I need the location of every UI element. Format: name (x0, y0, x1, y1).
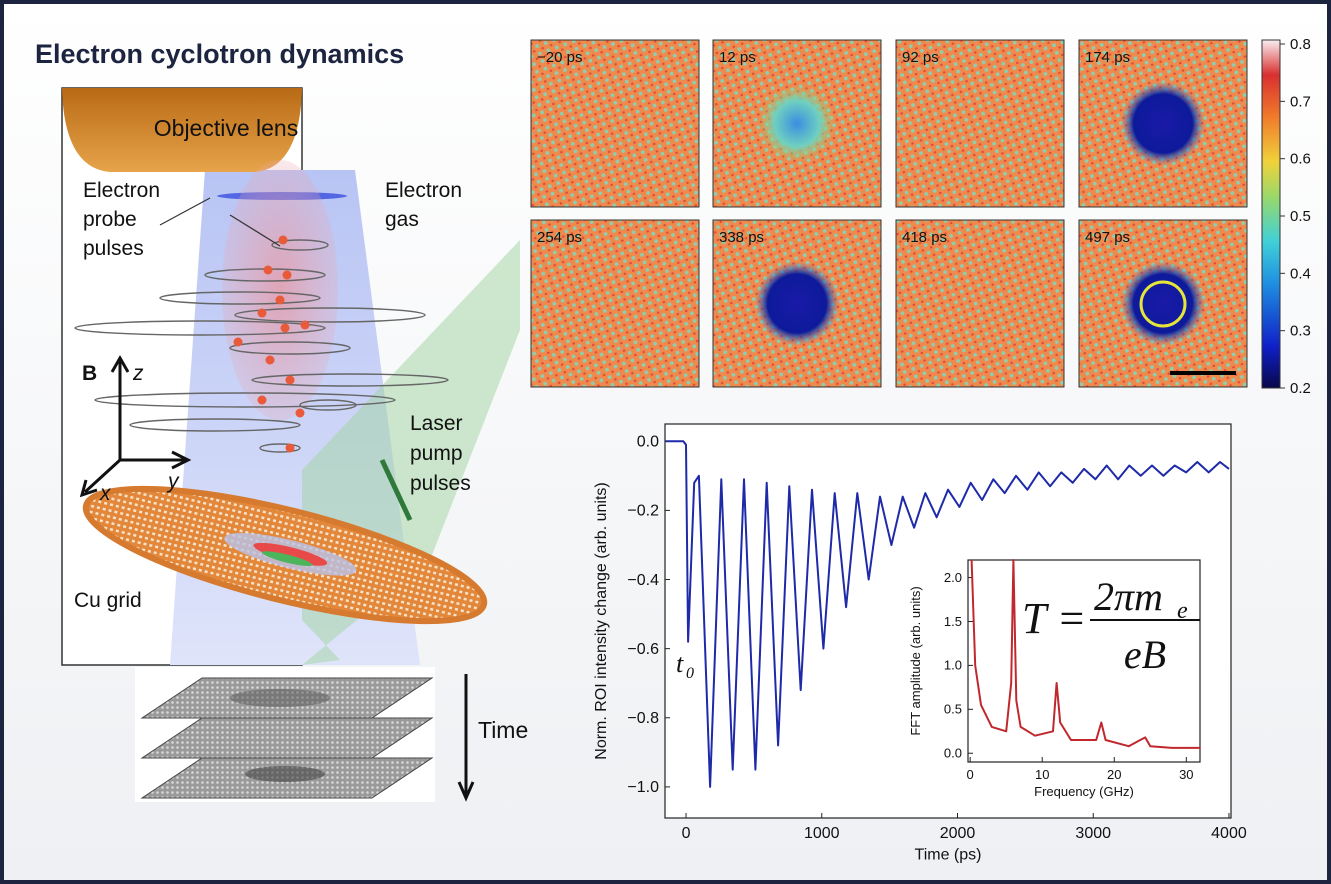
label: B (82, 362, 97, 385)
frame-label: −20 ps (537, 49, 582, 66)
colorbar-tick-label: 0.4 (1290, 265, 1311, 282)
label: Laser (410, 412, 463, 435)
x-tick-label: 4000 (1211, 825, 1247, 842)
y-tick-label: −0.2 (627, 503, 659, 520)
formula-den: eB (1124, 632, 1166, 677)
axes-glyph (79, 354, 192, 498)
frame-image (895, 39, 1065, 208)
x-tick-label: 30 (1179, 767, 1193, 782)
colorbar-tick-label: 0.2 (1290, 380, 1311, 397)
x-tick-label: 10 (1035, 767, 1049, 782)
annotation: t (676, 649, 684, 678)
electrons (233, 235, 310, 453)
y-tick-label: 1.5 (944, 614, 962, 629)
image-stack (140, 677, 434, 799)
frame-label: 418 ps (902, 229, 947, 246)
formula-sub: e (1177, 598, 1188, 624)
y-tick-label: −0.8 (627, 710, 659, 727)
x-tick-label: 0 (682, 825, 691, 842)
colorbar-tick-label: 0.6 (1290, 151, 1311, 168)
leader (229, 214, 281, 247)
label: gas (385, 208, 419, 231)
page-title: Electron cyclotron dynamics (35, 39, 404, 69)
formula-lhs: T = (1022, 594, 1086, 643)
label: y (166, 470, 180, 493)
colorbar-tick-label: 0.8 (1290, 36, 1311, 53)
label: Cu grid (74, 589, 142, 612)
frame-label: 338 ps (719, 229, 764, 246)
frame-blob (1121, 81, 1205, 166)
y-tick-label: 1.0 (944, 658, 962, 673)
leader (159, 197, 211, 226)
frame-blob (755, 261, 839, 346)
time-arrow (457, 674, 475, 802)
label: pulses (410, 472, 471, 495)
charts: 0 1000 2000 3000 40000.0−0.2−0.4−0.6−0.8−1.0… (593, 423, 1247, 864)
y-tick-label: −0.4 (627, 572, 659, 589)
setup-diagram: Objective lens Electron probe pulses Ele… (61, 87, 528, 802)
x-tick-label: 1000 (804, 825, 840, 842)
label: Electron (385, 179, 462, 202)
colorbar: 0.2 0.3 0.4 0.5 0.6 0.7 0.8 (1261, 36, 1311, 397)
x-tick-label: 2000 (940, 825, 976, 842)
orbits (74, 239, 449, 453)
frame-label: 254 ps (537, 229, 582, 246)
label: pump (410, 442, 463, 465)
label: Time (478, 717, 528, 743)
objective-lens (62, 88, 302, 172)
label: probe (83, 208, 137, 231)
cu-grid (82, 485, 488, 625)
colorbar-scale (1261, 39, 1281, 389)
y-tick-label: −0.6 (627, 641, 659, 658)
label: Objective lens (154, 115, 298, 141)
frames: −20 ps 12 ps 92 ps 174 ps 254 ps 338 ps 418 ps… (530, 39, 1248, 388)
y-tick-label: 2.0 (944, 570, 962, 585)
y-tick-label: 0.0 (944, 746, 962, 761)
label: x (99, 482, 112, 505)
frame-label: 174 ps (1085, 49, 1130, 66)
x-tick-label: 20 (1107, 767, 1121, 782)
x-tick-label: 0 (967, 767, 974, 782)
frame-image (895, 219, 1065, 388)
colorbar-tick-label: 0.5 (1290, 208, 1311, 225)
roi-circle (1139, 280, 1187, 328)
annotation-sub: 0 (686, 665, 694, 682)
frame-blob (759, 85, 835, 162)
y-tick-label: −1.0 (627, 779, 659, 796)
y-axis-label: FFT amplitude (arb. units) (908, 586, 923, 735)
colorbar-tick-label: 0.7 (1290, 93, 1311, 110)
data-line (970, 559, 1201, 749)
frame-blob (1121, 261, 1205, 346)
label: z (132, 362, 144, 385)
laser-pulse (379, 458, 413, 522)
frame-label: 12 ps (719, 49, 756, 66)
colorbar-tick-label: 0.3 (1290, 323, 1311, 340)
y-tick-label: 0.5 (944, 702, 962, 717)
data-line (665, 440, 1230, 788)
y-tick-label: 0.0 (637, 434, 659, 451)
y-axis-label: Norm. ROI intensity change (arb. units) (593, 482, 610, 759)
frame-image (530, 39, 700, 208)
label: Electron (83, 179, 160, 202)
electron-gas (222, 160, 338, 420)
x-axis-label: Frequency (GHz) (1034, 784, 1134, 799)
frame-label: 92 ps (902, 49, 939, 66)
x-axis-label: Time (ps) (915, 847, 982, 864)
frame-label: 497 ps (1085, 229, 1130, 246)
frame-image (530, 219, 700, 388)
x-tick-label: 3000 (1075, 825, 1111, 842)
formula-num: 2πm (1094, 574, 1163, 619)
label: pulses (83, 237, 144, 260)
